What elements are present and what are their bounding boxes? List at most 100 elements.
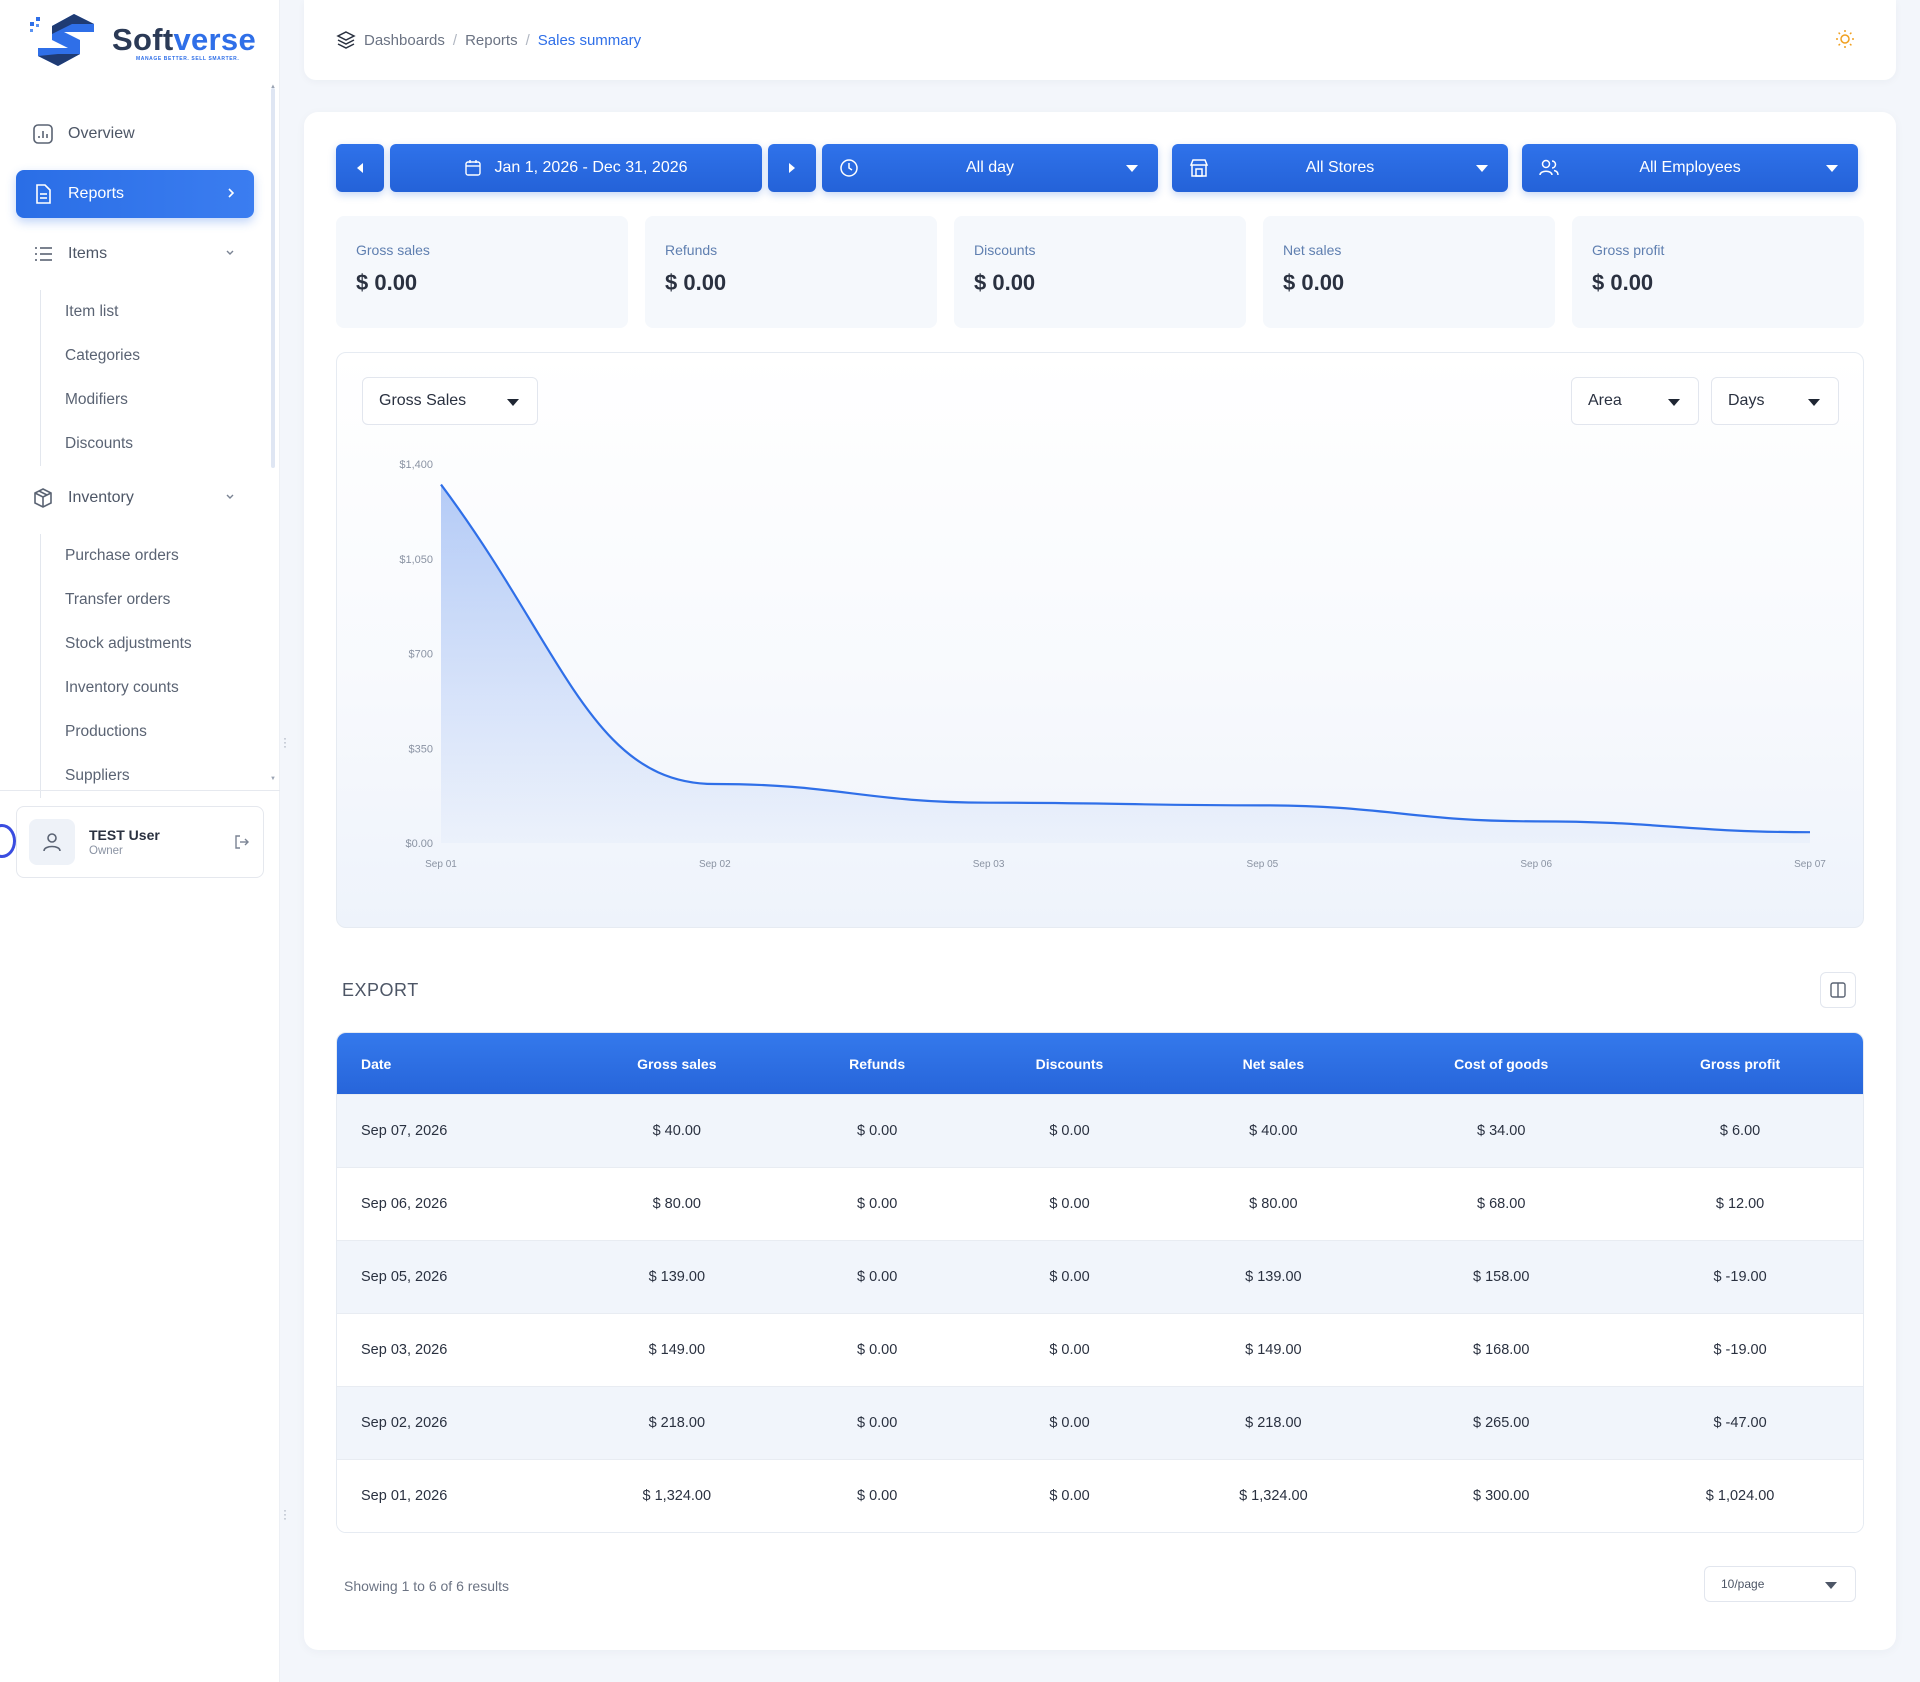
table-row[interactable]: Sep 03, 2026 $ 149.00 $ 0.00 $ 0.00 $ 14… (337, 1313, 1863, 1386)
summary-card-gross-profit[interactable]: Gross profit $ 0.00 (1572, 216, 1864, 328)
logout-icon[interactable] (233, 833, 251, 856)
store-icon (1188, 157, 1210, 184)
time-filter-dropdown[interactable]: All day (822, 144, 1158, 192)
x-tick-label: Sep 01 (425, 859, 457, 870)
sidebar-subitem-productions[interactable]: Productions (65, 723, 147, 740)
table-row[interactable]: Sep 05, 2026 $ 139.00 $ 0.00 $ 0.00 $ 13… (337, 1240, 1863, 1313)
table-header-cell[interactable]: Cost of goods (1454, 1055, 1549, 1072)
table-header-cell[interactable]: Gross profit (1700, 1055, 1781, 1072)
sidebar-item-items[interactable]: Items (16, 230, 254, 278)
table-row[interactable]: Sep 07, 2026 $ 40.00 $ 0.00 $ 0.00 $ 40.… (337, 1094, 1863, 1167)
data-point[interactable] (1530, 815, 1542, 827)
breadcrumb: Dashboards / Reports / Sales summary (336, 30, 641, 50)
sidebar-subitem-categories[interactable]: Categories (65, 347, 140, 364)
scroll-down-arrow-icon[interactable]: ▼ (270, 776, 276, 782)
table-cell: $ 0.00 (856, 1196, 898, 1212)
chevron-down-icon (224, 490, 236, 509)
brand-name: Softverse (112, 22, 256, 57)
table-cell: $ 40.00 (1249, 1123, 1298, 1139)
table-header-cell[interactable]: Refunds (849, 1055, 906, 1072)
summary-card-discounts[interactable]: Discounts $ 0.00 (954, 216, 1246, 328)
scroll-up-arrow-icon[interactable]: ▲ (270, 84, 276, 90)
time-filter-value: All day (965, 159, 1015, 176)
summary-card-gross-sales[interactable]: Gross sales $ 0.00 (336, 216, 628, 328)
sidebar-subitem-suppliers[interactable]: Suppliers (65, 767, 130, 784)
table-header-cell[interactable]: Gross sales (637, 1055, 717, 1072)
table-header-cell[interactable]: Discounts (1035, 1055, 1104, 1072)
table-cell: $ -19.00 (1713, 1269, 1767, 1285)
sidebar-subitem-transfer-orders[interactable]: Transfer orders (65, 591, 171, 608)
next-period-button[interactable] (768, 144, 816, 192)
chart-box-icon (32, 123, 54, 145)
table-cell: $ 1,024.00 (1705, 1488, 1775, 1504)
brand-logo[interactable]: Softverse MANAGE BETTER. SELL SMARTER. (28, 10, 268, 72)
sidebar-subitem-stock-adjustments[interactable]: Stock adjustments (65, 635, 192, 652)
sidebar-scrollbar[interactable] (271, 88, 275, 468)
sidebar-subitem-discounts[interactable]: Discounts (65, 435, 134, 452)
breadcrumb-reports[interactable]: Reports (465, 31, 518, 49)
table-body: Sep 07, 2026 $ 40.00 $ 0.00 $ 0.00 $ 40.… (337, 1094, 1863, 1532)
sidebar-item-overview[interactable]: Overview (16, 110, 254, 158)
page-size-select[interactable]: 10/page (1704, 1566, 1856, 1602)
employee-filter-dropdown[interactable]: All Employees (1522, 144, 1858, 192)
data-point[interactable] (983, 797, 995, 809)
summary-card-value: $ 0.00 (1283, 270, 1345, 295)
table-header-cell[interactable]: Date (361, 1055, 392, 1072)
store-filter-dropdown[interactable]: All Stores (1172, 144, 1508, 192)
table-row[interactable]: Sep 02, 2026 $ 218.00 $ 0.00 $ 0.00 $ 21… (337, 1386, 1863, 1459)
arrow-right-icon (789, 163, 795, 173)
period-select[interactable]: Days (1711, 377, 1839, 425)
table-row[interactable]: Sep 01, 2026 $ 1,324.00 $ 0.00 $ 0.00 $ … (337, 1459, 1863, 1532)
data-point[interactable] (435, 479, 447, 491)
table-cell: $ -19.00 (1713, 1342, 1767, 1358)
date-range-value: Jan 1, 2026 - Dec 31, 2026 (494, 159, 688, 176)
sidebar: Softverse MANAGE BETTER. SELL SMARTER. ▲… (0, 0, 280, 1682)
theme-toggle-sun-icon[interactable] (1834, 28, 1856, 55)
sidebar-resize-handle[interactable]: · · · (283, 731, 287, 753)
table-cell: $ 1,324.00 (1239, 1488, 1308, 1504)
gross-sales-area (441, 484, 1810, 843)
column-toggle-button[interactable] (1820, 972, 1856, 1008)
sidebar-subitem-inventory-counts[interactable]: Inventory counts (65, 679, 179, 696)
sidebar-item-reports[interactable]: Reports (16, 170, 254, 218)
y-tick-label: $1,400 (399, 459, 433, 471)
store-filter-value: All Stores (1305, 159, 1375, 176)
breadcrumb-dashboards[interactable]: Dashboards (364, 31, 445, 49)
date-range-picker[interactable]: Jan 1, 2026 - Dec 31, 2026 (390, 144, 762, 192)
metric-select-value: Gross Sales (379, 392, 467, 409)
sidebar-subitem-modifiers[interactable]: Modifiers (65, 391, 128, 408)
table-cell: $ 0.00 (856, 1342, 898, 1358)
breadcrumb-separator: / (525, 31, 530, 49)
export-title[interactable]: EXPORT (342, 980, 419, 1000)
data-point[interactable] (1256, 799, 1268, 811)
sidebar-subitem-purchase-orders[interactable]: Purchase orders (65, 547, 179, 564)
softverse-logo-icon (30, 14, 94, 66)
table-cell: $ 0.00 (856, 1269, 898, 1285)
user-card[interactable]: TEST User Owner (16, 806, 264, 878)
period-select-value: Days (1728, 392, 1765, 409)
chart-type-select[interactable]: Area (1571, 377, 1699, 425)
table-cell: $ 0.00 (856, 1488, 898, 1504)
summary-card-refunds[interactable]: Refunds $ 0.00 (645, 216, 937, 328)
sidebar-item-inventory[interactable]: Inventory (16, 474, 254, 522)
previous-period-button[interactable] (336, 144, 384, 192)
document-icon (32, 183, 54, 205)
caret-down-icon (1825, 1582, 1837, 1589)
table-cell: $ 168.00 (1472, 1342, 1530, 1358)
table-cell: $ 0.00 (1049, 1342, 1090, 1358)
table-cell: $ 0.00 (1049, 1415, 1090, 1431)
sidebar-collapse-handle[interactable]: · · · (283, 1503, 287, 1525)
summary-card-net-sales[interactable]: Net sales $ 0.00 (1263, 216, 1555, 328)
y-tick-label: $700 (409, 649, 433, 661)
data-point[interactable] (1804, 826, 1816, 838)
metric-select[interactable]: Gross Sales (362, 377, 538, 425)
summary-card-value: $ 0.00 (1592, 270, 1654, 295)
table-cell: $ 6.00 (1719, 1123, 1761, 1139)
y-tick-label: $1,050 (399, 554, 433, 566)
table-cell: $ 139.00 (648, 1269, 706, 1285)
table-row[interactable]: Sep 06, 2026 $ 80.00 $ 0.00 $ 0.00 $ 80.… (337, 1167, 1863, 1240)
data-point[interactable] (709, 778, 721, 790)
sidebar-subitem-item-list[interactable]: Item list (65, 303, 119, 320)
table-header-cell[interactable]: Net sales (1242, 1055, 1305, 1072)
table-cell: Sep 01, 2026 (361, 1488, 448, 1504)
